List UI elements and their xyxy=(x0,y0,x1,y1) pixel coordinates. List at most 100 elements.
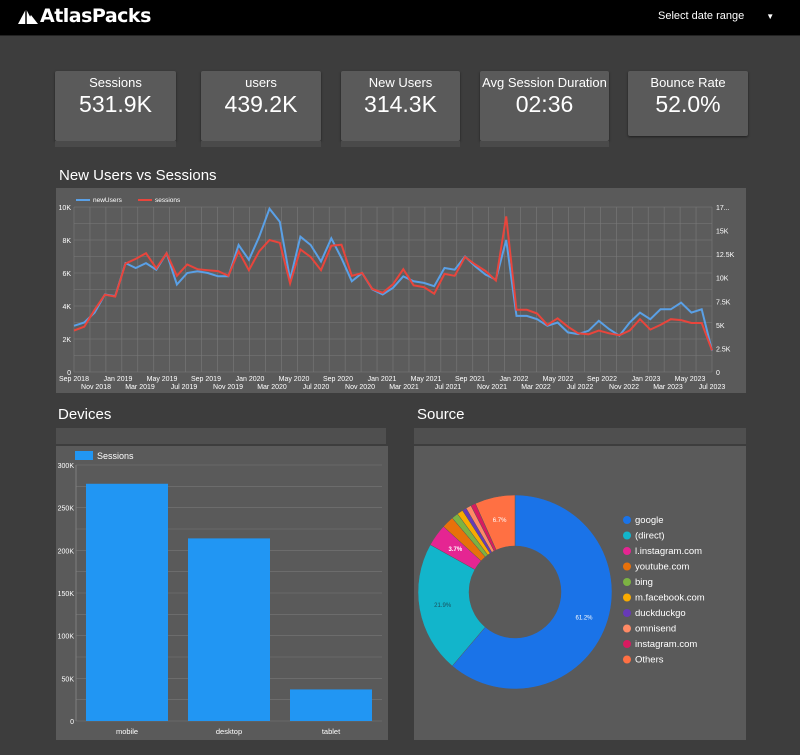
logo: AtlasPacks xyxy=(16,5,151,27)
source-title: Source xyxy=(417,406,465,423)
legend-label: instagram.com xyxy=(635,639,697,650)
x-tick-label: Mar 2023 xyxy=(653,384,683,391)
legend-dot xyxy=(623,655,631,664)
devices-panel: 0 50K 100K 150K 200K 250K 300K mobile desktop tab… xyxy=(56,446,388,740)
x-tick-label: Sep 2018 xyxy=(59,376,89,383)
y-tick-label: 100K xyxy=(58,634,75,641)
legend-dot xyxy=(623,609,631,617)
x-tick-label: tablet xyxy=(322,727,341,736)
legend-label: bing xyxy=(635,577,653,588)
legend-label: Sessions xyxy=(97,451,134,461)
x-tick-label: Nov 2021 xyxy=(477,384,507,391)
y-right-tick-label: 15K xyxy=(716,229,729,236)
scorecard-new-users: New Users 314.3K xyxy=(341,71,460,147)
x-tick-label: Nov 2020 xyxy=(345,384,375,391)
slice-label: 6.7% xyxy=(493,518,507,524)
scorecard-label: Avg Session Duration xyxy=(482,75,607,90)
source-header-strip xyxy=(414,428,746,444)
top-bar: AtlasPacks Select date range ▼ xyxy=(0,0,800,36)
x-tick-label: Jul 2022 xyxy=(567,384,594,391)
timeseries-title: New Users vs Sessions xyxy=(59,167,217,184)
slice-others xyxy=(475,494,516,551)
x-tick-label: May 2022 xyxy=(543,376,574,383)
y-right-tick-label: 17... xyxy=(716,205,730,212)
date-range-selector[interactable]: Select date range ▼ xyxy=(658,10,774,22)
y-left-tick-label: 4K xyxy=(62,304,71,311)
x-tick-label: Jan 2019 xyxy=(104,376,133,383)
scorecard-value: 439.2K xyxy=(224,91,298,117)
slice-label: 3.7% xyxy=(449,547,463,553)
x-tick-label: Jul 2023 xyxy=(699,384,726,391)
scorecard-sessions: Sessions 531.9K xyxy=(55,71,176,147)
slice-label: 61.2% xyxy=(575,615,593,621)
legend-dot xyxy=(623,547,631,555)
x-tick-label: Nov 2018 xyxy=(81,384,111,391)
legend-label: l.instagram.com xyxy=(635,546,702,557)
devices-bar-chart: 0 50K 100K 150K 200K 250K 300K mobile desktop tab… xyxy=(58,451,382,736)
legend-dot xyxy=(623,624,631,633)
x-tick-label: Mar 2021 xyxy=(389,384,419,391)
x-tick-label: May 2019 xyxy=(147,376,178,383)
x-tick-label: May 2020 xyxy=(279,376,310,383)
scorecard-value: 52.0% xyxy=(655,91,721,117)
source-donut-chart: 61.2% 21.9% 3.7% 6.7% google (direct) l.instag… xyxy=(417,494,705,690)
y-right-tick-label: 12.5K xyxy=(716,252,735,259)
scorecard-bounce-rate: Bounce Rate 52.0% xyxy=(628,71,748,136)
devices-title: Devices xyxy=(58,406,112,423)
scorecard-value: 314.3K xyxy=(364,91,437,117)
legend-label: omnisend xyxy=(635,624,676,635)
legend-dot xyxy=(623,562,631,571)
bar-mobile xyxy=(86,483,168,721)
source-panel: 61.2% 21.9% 3.7% 6.7% google (direct) l.instag… xyxy=(414,446,746,740)
bar-tablet xyxy=(290,689,372,721)
scorecard-label: Bounce Rate xyxy=(650,75,726,90)
slice--direct- xyxy=(417,544,486,667)
logo-mountain-icon xyxy=(18,9,38,24)
y-right-tick-label: 7.5K xyxy=(716,299,731,306)
x-tick-label: Nov 2019 xyxy=(213,384,243,391)
devices-header-strip xyxy=(56,428,386,444)
x-tick-label: Sep 2020 xyxy=(323,376,353,383)
x-tick-label: desktop xyxy=(216,727,242,736)
scorecard-users: users 439.2K xyxy=(201,71,321,147)
y-left-tick-label: 2K xyxy=(62,337,71,344)
x-tick-label: Mar 2020 xyxy=(257,384,287,391)
scorecard-avg-session-duration: Avg Session Duration 02:36 xyxy=(480,71,609,147)
y-left-tick-label: 8K xyxy=(62,238,71,245)
y-tick-label: 250K xyxy=(58,506,75,513)
legend-label: sessions xyxy=(155,197,181,204)
y-left-tick-label: 10K xyxy=(59,205,72,212)
x-tick-label: Jul 2021 xyxy=(435,384,462,391)
x-tick-label: Jan 2021 xyxy=(368,376,397,383)
y-tick-label: 200K xyxy=(58,548,75,555)
scorecard-label: New Users xyxy=(368,75,433,90)
legend-label: Others xyxy=(635,655,664,666)
y-right-tick-label: 0 xyxy=(716,370,720,377)
x-tick-label: Mar 2019 xyxy=(125,384,155,391)
x-tick-label: Sep 2019 xyxy=(191,376,221,383)
x-tick-label: Sep 2021 xyxy=(455,376,485,383)
scorecard-value: 02:36 xyxy=(515,91,574,117)
y-left-tick-label: 0 xyxy=(67,370,71,377)
scorecard-label: users xyxy=(245,75,277,90)
legend-label: m.facebook.com xyxy=(635,593,705,604)
legend-label: newUsers xyxy=(93,197,123,204)
legend-label: google xyxy=(635,515,664,526)
legend-label: (direct) xyxy=(635,531,665,542)
series-line-newUsers xyxy=(73,206,713,351)
legend-dot xyxy=(623,593,631,602)
scorecard-label: Sessions xyxy=(89,75,142,90)
timeseries-panel: 0 2K 4K 6K 8K 10K 0 2.5K 5K 7.5K 10K 12.5K 15K 17... S… xyxy=(56,188,746,393)
series-line-sessions xyxy=(73,216,713,351)
slice-google xyxy=(451,494,613,690)
x-tick-label: Jan 2023 xyxy=(632,376,661,383)
logo-text: AtlasPacks xyxy=(40,5,151,27)
x-tick-label: May 2021 xyxy=(411,376,442,383)
x-tick-label: Jan 2020 xyxy=(236,376,265,383)
x-tick-label: Sep 2022 xyxy=(587,376,617,383)
x-tick-label: Nov 2022 xyxy=(609,384,639,391)
y-tick-label: 150K xyxy=(58,591,75,598)
y-tick-label: 50K xyxy=(62,676,75,683)
x-tick-label: May 2023 xyxy=(675,376,706,383)
x-tick-label: Jul 2019 xyxy=(171,384,198,391)
